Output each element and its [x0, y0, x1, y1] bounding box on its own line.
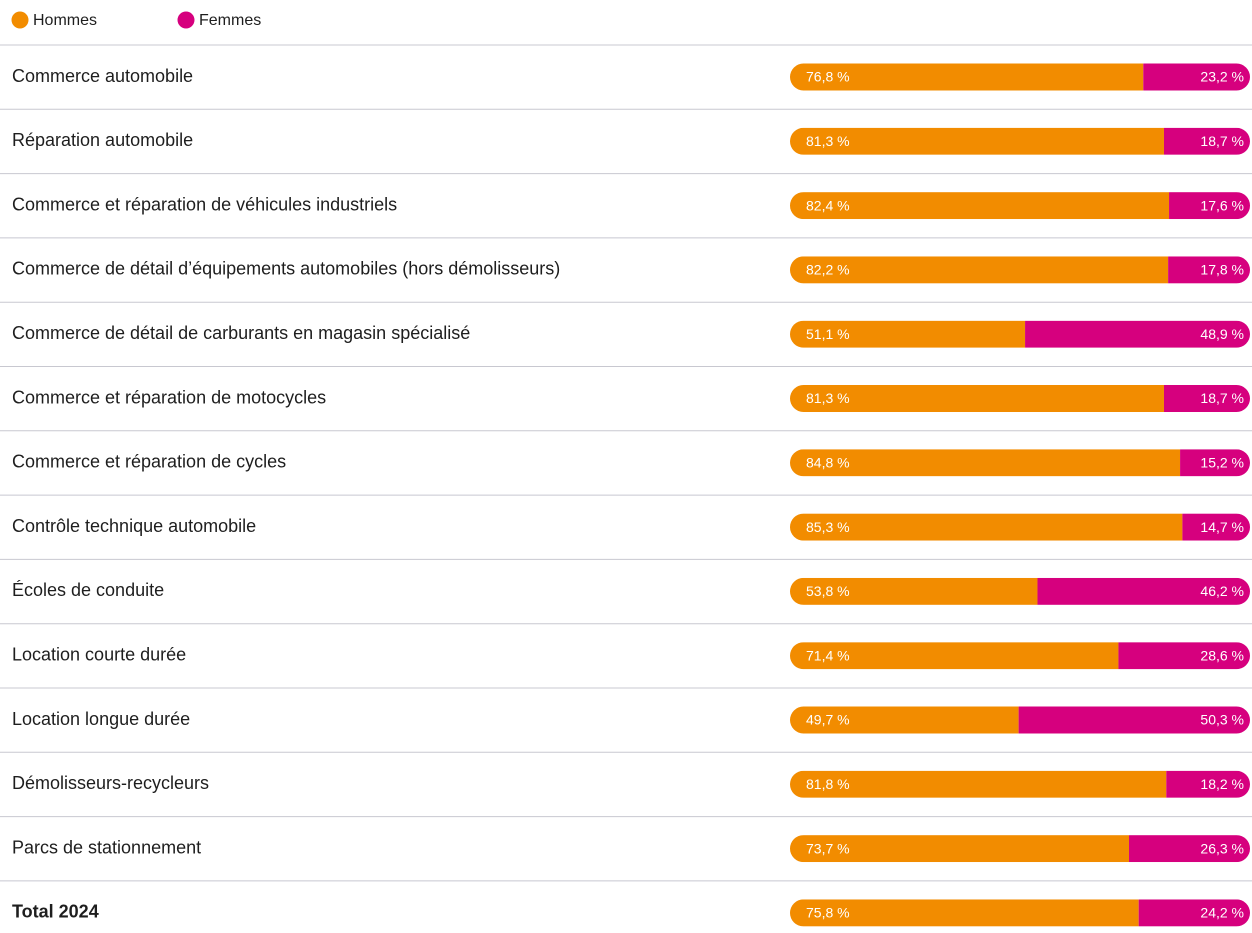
bar-segment [790, 577, 1038, 605]
value-label: 82,2 % [806, 262, 850, 278]
bar-segment [1143, 63, 1250, 91]
bar-segment [1168, 256, 1250, 284]
bar-segment [1025, 320, 1250, 348]
bar-segment [790, 642, 1119, 670]
bar-segment [790, 385, 1164, 412]
legend-swatch [177, 11, 195, 29]
value-label: 26,3 % [1200, 840, 1244, 856]
value-label: 17,6 % [1200, 197, 1244, 213]
bar-segment [1018, 706, 1250, 734]
category-label: Parcs de stationnement [12, 837, 201, 857]
bar-segment [1166, 770, 1250, 798]
bar-segment [790, 706, 1019, 734]
category-label: Location longue durée [12, 709, 190, 729]
category-label: Commerce et réparation de véhicules indu… [12, 194, 397, 214]
value-label: 17,8 % [1200, 262, 1244, 278]
legend-swatch [11, 11, 29, 29]
bar-segment [1118, 642, 1250, 670]
bar-segment [1037, 577, 1250, 605]
value-label: 75,8 % [806, 905, 850, 921]
bar-segment [790, 449, 1181, 477]
value-label: 85,3 % [806, 519, 850, 535]
value-label: 73,7 % [806, 840, 850, 856]
value-label: 82,4 % [806, 197, 850, 213]
bar-segment [1138, 899, 1250, 927]
category-label: Commerce et réparation de motocycles [12, 387, 326, 407]
bar-segment [790, 127, 1164, 155]
value-label: 18,7 % [1200, 390, 1244, 406]
value-label: 71,4 % [806, 647, 850, 663]
value-label: 50,3 % [1200, 712, 1244, 728]
value-label: 76,8 % [806, 69, 850, 85]
bar-segment [1163, 385, 1250, 412]
value-label: 24,2 % [1200, 905, 1244, 921]
bar-segment [790, 63, 1144, 91]
bar-segment [790, 770, 1167, 798]
category-label: Réparation automobile [12, 130, 193, 150]
bar-segment [1129, 835, 1250, 863]
bar-segment [1163, 127, 1250, 155]
value-label: 81,3 % [806, 390, 850, 406]
bar-segment [1169, 192, 1250, 220]
bar-segment [790, 835, 1130, 863]
bar-segment [1182, 513, 1250, 541]
value-label: 46,2 % [1200, 583, 1244, 599]
value-label: 23,2 % [1200, 69, 1244, 85]
bar-segment [790, 192, 1170, 220]
category-label: Commerce automobile [12, 66, 193, 86]
value-label: 81,3 % [806, 133, 850, 149]
bar-segment [790, 513, 1183, 541]
value-label: 18,2 % [1200, 776, 1244, 792]
value-label: 28,6 % [1200, 647, 1244, 663]
category-label: Commerce de détail d’équipements automob… [12, 259, 560, 279]
value-label: 84,8 % [806, 455, 850, 471]
category-label: Commerce de détail de carburants en maga… [12, 323, 470, 343]
category-label: Location courte durée [12, 644, 186, 664]
value-label: 15,2 % [1200, 455, 1244, 471]
legend-label: Hommes [33, 12, 97, 29]
legend-label: Femmes [199, 12, 261, 29]
category-label: Total 2024 [12, 902, 99, 922]
bar-segment [1180, 449, 1250, 477]
category-label: Commerce et réparation de cycles [12, 452, 286, 472]
value-label: 51,1 % [806, 326, 850, 342]
bar-segment [790, 320, 1026, 348]
category-label: Écoles de conduite [12, 580, 164, 600]
value-label: 81,8 % [806, 776, 850, 792]
category-label: Contrôle technique automobile [12, 516, 256, 536]
value-label: 14,7 % [1200, 519, 1244, 535]
value-label: 48,9 % [1200, 326, 1244, 342]
bar-segment [790, 899, 1139, 927]
category-label: Démolisseurs-recycleurs [12, 773, 209, 793]
value-label: 49,7 % [806, 712, 850, 728]
value-label: 53,8 % [806, 583, 850, 599]
value-label: 18,7 % [1200, 133, 1244, 149]
bar-segment [790, 256, 1169, 284]
